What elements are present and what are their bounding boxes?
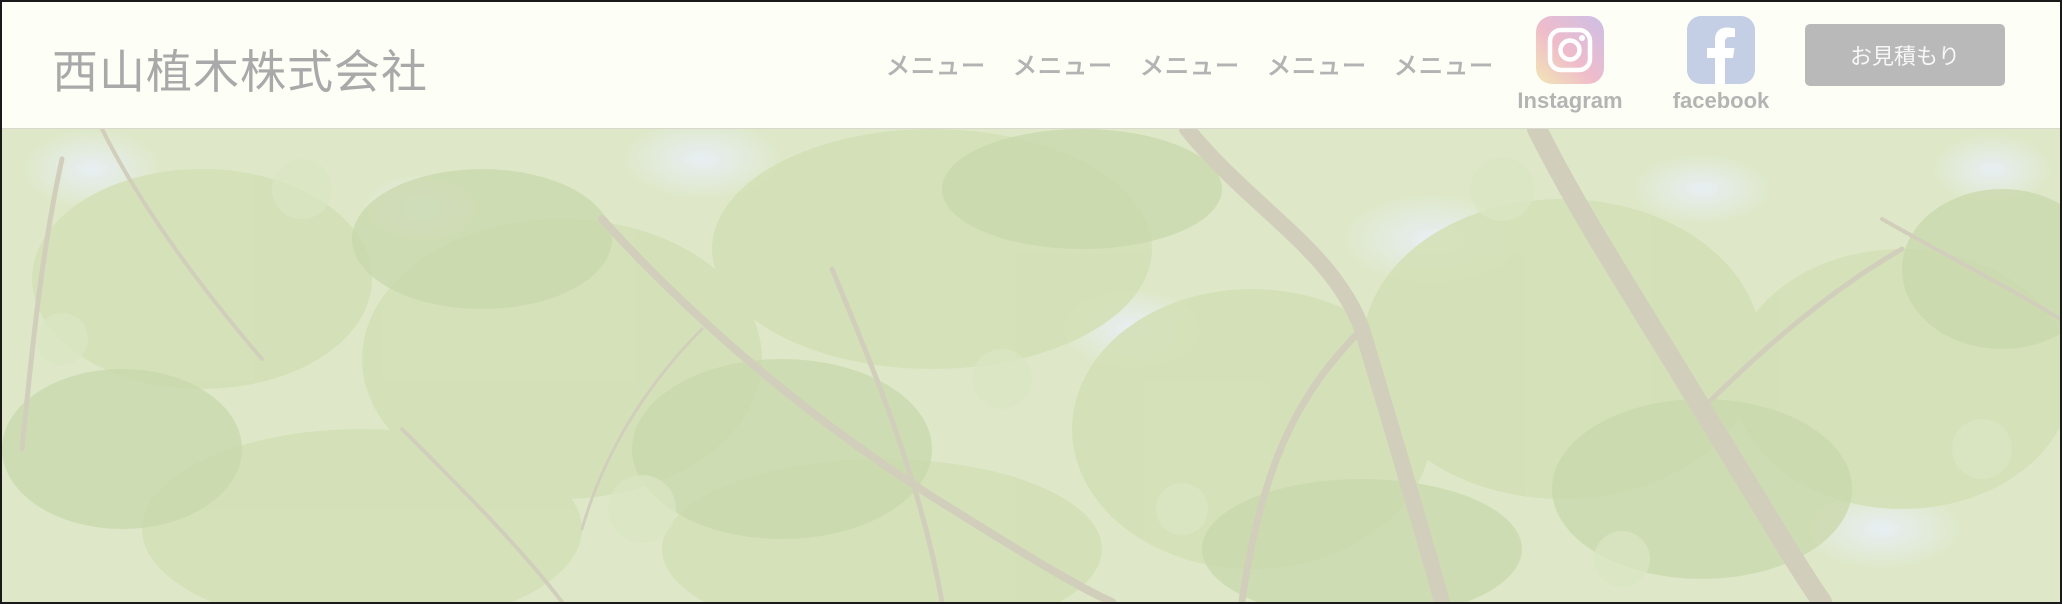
- estimate-button[interactable]: お見積もり: [1805, 24, 2005, 86]
- tree-canopy-photo: [2, 129, 2060, 602]
- nav-item-5[interactable]: メニュー: [1394, 52, 1494, 80]
- instagram-icon: [1536, 16, 1604, 84]
- nav-item-4[interactable]: メニュー: [1267, 52, 1367, 80]
- facebook-icon: [1687, 16, 1755, 84]
- nav-item-1[interactable]: メニュー: [886, 52, 986, 80]
- facebook-link[interactable]: facebook: [1656, 16, 1786, 114]
- company-logo-text[interactable]: 西山植木株式会社: [52, 45, 428, 99]
- instagram-link[interactable]: Instagram: [1505, 16, 1635, 114]
- nav-item-2[interactable]: メニュー: [1013, 52, 1113, 80]
- instagram-label: Instagram: [1517, 88, 1623, 113]
- nav-item-3[interactable]: メニュー: [1140, 52, 1240, 80]
- main-nav: メニュー メニュー メニュー メニュー メニュー: [886, 46, 1521, 81]
- hero-overlay: [2, 129, 2060, 602]
- hero-image: [2, 129, 2060, 602]
- site-header: 西山植木株式会社 メニュー メニュー メニュー メニュー メニュー: [2, 2, 2060, 129]
- facebook-label: facebook: [1672, 88, 1770, 113]
